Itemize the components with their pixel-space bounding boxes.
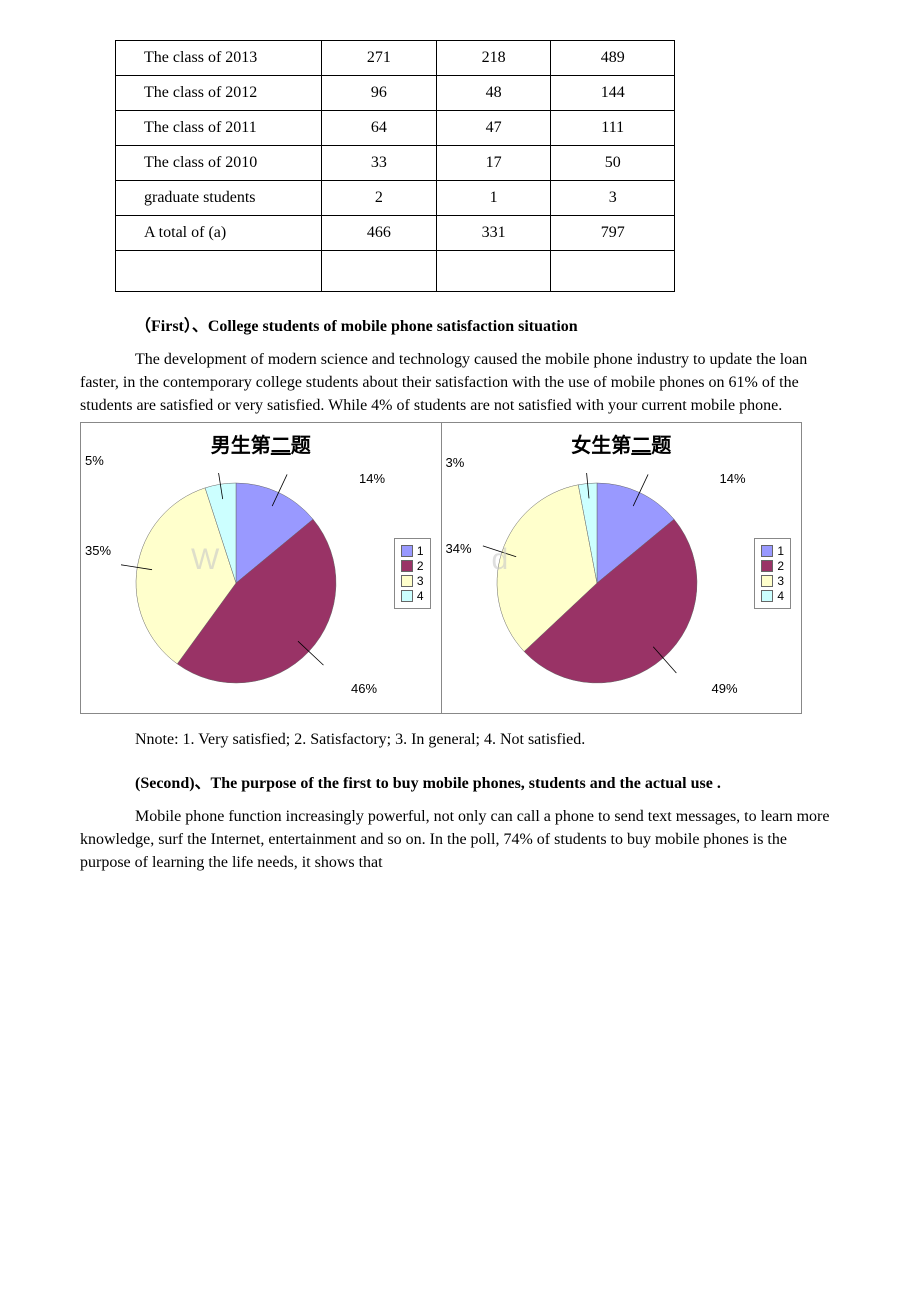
legend-item: 1 (401, 544, 424, 558)
table-row: A total of (a) 466 331 797 (116, 216, 675, 251)
chart-title-right: 女生第二题 (571, 429, 671, 458)
legend-left: 1234 (394, 538, 431, 609)
pie-label: 35% (85, 543, 111, 558)
title-underline: 二 (271, 435, 291, 457)
cell: 1 (436, 181, 551, 216)
chart-title-left: 男生第二题 (211, 429, 311, 458)
section-body-first: The development of modern science and te… (80, 348, 840, 418)
legend-swatch (401, 575, 413, 587)
cell: 218 (436, 41, 551, 76)
cell: 797 (551, 216, 675, 251)
pie-chart-right (482, 473, 712, 693)
cell: 111 (551, 111, 675, 146)
legend-label: 4 (777, 589, 784, 603)
cell: 489 (551, 41, 675, 76)
cell: 144 (551, 76, 675, 111)
legend-right: 1234 (754, 538, 791, 609)
table-row: graduate students 2 1 3 (116, 181, 675, 216)
legend-item: 2 (761, 559, 784, 573)
cell: 48 (436, 76, 551, 111)
legend-item: 4 (761, 589, 784, 603)
cell: 466 (322, 216, 437, 251)
pie-chart-left (121, 473, 351, 693)
legend-label: 2 (777, 559, 784, 573)
pie-label: 46% (351, 681, 377, 696)
legend-swatch (401, 560, 413, 572)
legend-swatch (401, 590, 413, 602)
cell: 47 (436, 111, 551, 146)
legend-item: 2 (401, 559, 424, 573)
cell: 33 (322, 146, 437, 181)
body-text: The development of modern science and te… (80, 351, 807, 414)
legend-label: 2 (417, 559, 424, 573)
pie-label: 34% (446, 541, 472, 556)
legend-label: 4 (417, 589, 424, 603)
cell: 96 (322, 76, 437, 111)
chart-panel-right: 女生第二题 1234 14% 49% 34% 3% d (442, 423, 802, 713)
section-heading-second: (Second)、The purpose of the first to buy… (80, 769, 840, 793)
title-prefix: 女生第 (571, 435, 631, 457)
legend-swatch (761, 545, 773, 557)
cell: 17 (436, 146, 551, 181)
legend-swatch (761, 575, 773, 587)
legend-label: 1 (777, 544, 784, 558)
cell: A total of (a) (116, 216, 322, 251)
pie-label: 5% (85, 453, 104, 468)
data-table: The class of 2013 271 218 489 The class … (115, 40, 675, 292)
cell: The class of 2012 (116, 76, 322, 111)
legend-swatch (761, 590, 773, 602)
table-row: The class of 2011 64 47 111 (116, 111, 675, 146)
body-text: Mobile phone function increasingly power… (80, 808, 829, 871)
legend-label: 3 (417, 574, 424, 588)
cell: The class of 2011 (116, 111, 322, 146)
cell: The class of 2010 (116, 146, 322, 181)
cell: 271 (322, 41, 437, 76)
legend-label: 3 (777, 574, 784, 588)
legend-item: 4 (401, 589, 424, 603)
legend-swatch (761, 560, 773, 572)
pie-label: 3% (446, 455, 465, 470)
pie-label: 14% (720, 471, 746, 486)
cell: 2 (322, 181, 437, 216)
legend-label: 1 (417, 544, 424, 558)
section-heading-first: （First）、College students of mobile phone… (135, 312, 840, 336)
legend-swatch (401, 545, 413, 557)
table-row: The class of 2012 96 48 144 (116, 76, 675, 111)
cell: 331 (436, 216, 551, 251)
note-text: Nnote: 1. Very satisfied; 2. Satisfactor… (135, 728, 840, 751)
cell: The class of 2013 (116, 41, 322, 76)
cell: 50 (551, 146, 675, 181)
chart-panel-left: 男生第二题 1234 14% 46% 35% 5% W (81, 423, 442, 713)
title-suffix: 题 (651, 435, 671, 457)
table-row: The class of 2013 271 218 489 (116, 41, 675, 76)
pie-label: 49% (712, 681, 738, 696)
legend-item: 3 (761, 574, 784, 588)
title-suffix: 题 (291, 435, 311, 457)
cell: 64 (322, 111, 437, 146)
charts-container: 男生第二题 1234 14% 46% 35% 5% W 女生第二题 1234 1… (80, 422, 802, 714)
title-prefix: 男生第 (211, 435, 271, 457)
legend-item: 3 (401, 574, 424, 588)
legend-item: 1 (761, 544, 784, 558)
cell: 3 (551, 181, 675, 216)
table-row-empty (116, 251, 675, 292)
section-body-second: Mobile phone function increasingly power… (80, 805, 840, 875)
table-row: The class of 2010 33 17 50 (116, 146, 675, 181)
title-underline: 二 (631, 435, 651, 457)
pie-label: 14% (359, 471, 385, 486)
cell: graduate students (116, 181, 322, 216)
